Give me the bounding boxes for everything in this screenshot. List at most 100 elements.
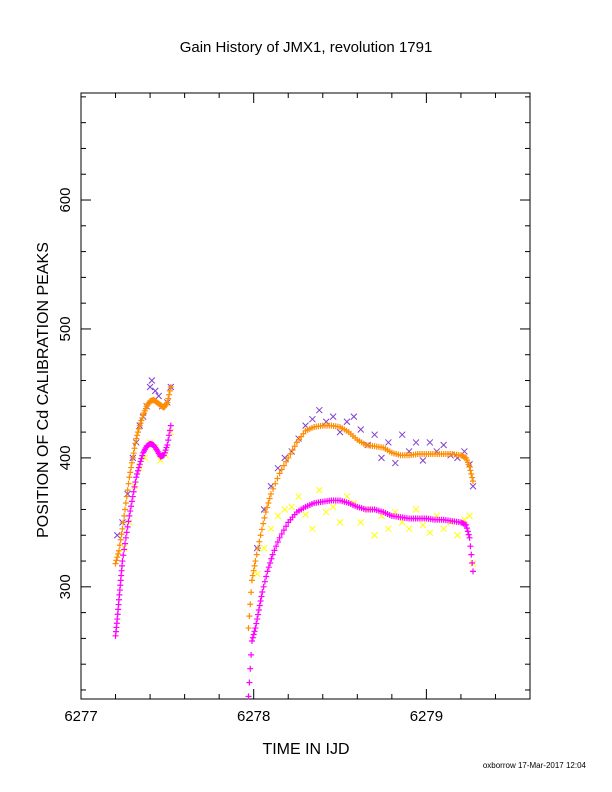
y-tick-label: 500 <box>57 316 74 341</box>
data-point <box>274 475 281 482</box>
data-point <box>128 498 135 505</box>
data-point <box>267 559 274 566</box>
data-point <box>129 493 136 500</box>
data-point <box>133 474 140 481</box>
data-point <box>137 458 144 465</box>
data-point <box>289 447 296 454</box>
data-point <box>274 539 281 546</box>
data-point <box>265 564 272 571</box>
data-point <box>291 443 298 450</box>
data-point <box>134 429 141 436</box>
data-point <box>146 383 154 391</box>
data-point <box>257 532 264 539</box>
data-point <box>280 462 287 469</box>
data-point <box>468 551 475 558</box>
data-point <box>125 480 132 487</box>
data-point <box>261 578 268 585</box>
data-point <box>253 620 260 627</box>
data-point <box>467 543 474 550</box>
data-point <box>412 439 420 446</box>
data-point <box>281 506 289 513</box>
data-point <box>247 601 254 608</box>
data-point <box>122 500 129 507</box>
data-point <box>470 568 477 575</box>
data-point <box>265 500 272 507</box>
data-point <box>167 422 174 429</box>
data-point <box>378 454 385 462</box>
data-point <box>138 455 145 462</box>
data-point <box>130 488 137 495</box>
data-point <box>426 529 434 537</box>
data-point <box>148 377 156 384</box>
data-point <box>128 503 135 510</box>
data-point <box>309 415 316 423</box>
data-point <box>122 540 129 547</box>
data-point <box>166 427 173 434</box>
data-point <box>112 560 119 567</box>
data-point <box>126 512 133 519</box>
data-point <box>440 441 448 449</box>
data-point <box>285 454 292 461</box>
data-point <box>465 531 472 538</box>
series-2 <box>120 428 477 578</box>
y-axis-label: POSITION OF Cd CALIBRATION PEAKS <box>35 242 52 538</box>
data-point <box>136 461 143 468</box>
data-point <box>165 437 172 444</box>
data-point <box>276 470 283 477</box>
data-point <box>122 506 129 513</box>
data-point <box>256 602 263 609</box>
data-point <box>258 526 265 533</box>
data-point <box>391 459 399 467</box>
data-point <box>343 418 351 426</box>
data-point <box>121 512 128 519</box>
data-point <box>123 493 130 500</box>
data-point <box>165 395 172 402</box>
data-point <box>278 530 285 537</box>
data-point <box>322 418 330 426</box>
data-point <box>131 445 138 452</box>
data-point <box>113 557 120 564</box>
data-point <box>248 637 255 644</box>
data-point <box>262 509 269 516</box>
data-point <box>119 558 126 565</box>
data-point <box>466 534 473 541</box>
chart-title: Gain History of JMX1, revolution 1791 <box>180 39 433 56</box>
data-point <box>248 651 255 658</box>
data-point <box>267 490 274 497</box>
data-point <box>461 521 468 528</box>
data-point <box>276 534 283 541</box>
data-point <box>264 504 271 511</box>
data-point <box>119 525 126 532</box>
data-point <box>467 467 474 474</box>
data-point <box>440 525 448 533</box>
data-point <box>124 523 131 530</box>
data-point <box>263 573 270 580</box>
footer-credit: oxborrow 17-Mar-2017 12:04 <box>483 761 587 770</box>
data-point <box>260 583 267 590</box>
data-point <box>135 464 142 471</box>
data-point <box>166 391 173 398</box>
data-point <box>271 547 278 554</box>
data-point <box>469 560 477 567</box>
data-point <box>329 503 337 511</box>
x-tick-label: 6279 <box>410 708 443 725</box>
data-point <box>131 483 138 490</box>
data-point <box>288 503 296 511</box>
data-point <box>121 546 128 553</box>
data-point <box>155 392 163 400</box>
data-point <box>287 451 294 458</box>
data-point <box>315 406 323 414</box>
plot-frame <box>80 92 531 700</box>
data-point <box>113 531 121 539</box>
data-point <box>464 528 471 535</box>
data-point <box>134 432 141 439</box>
data-point <box>249 634 256 641</box>
data-point <box>419 457 427 464</box>
data-point <box>256 538 263 545</box>
data-point <box>115 550 122 557</box>
data-point <box>261 514 268 521</box>
data-point <box>250 567 257 574</box>
data-point <box>259 588 266 595</box>
data-point <box>371 531 378 539</box>
x-axis-label: TIME IN IJD <box>262 741 349 758</box>
